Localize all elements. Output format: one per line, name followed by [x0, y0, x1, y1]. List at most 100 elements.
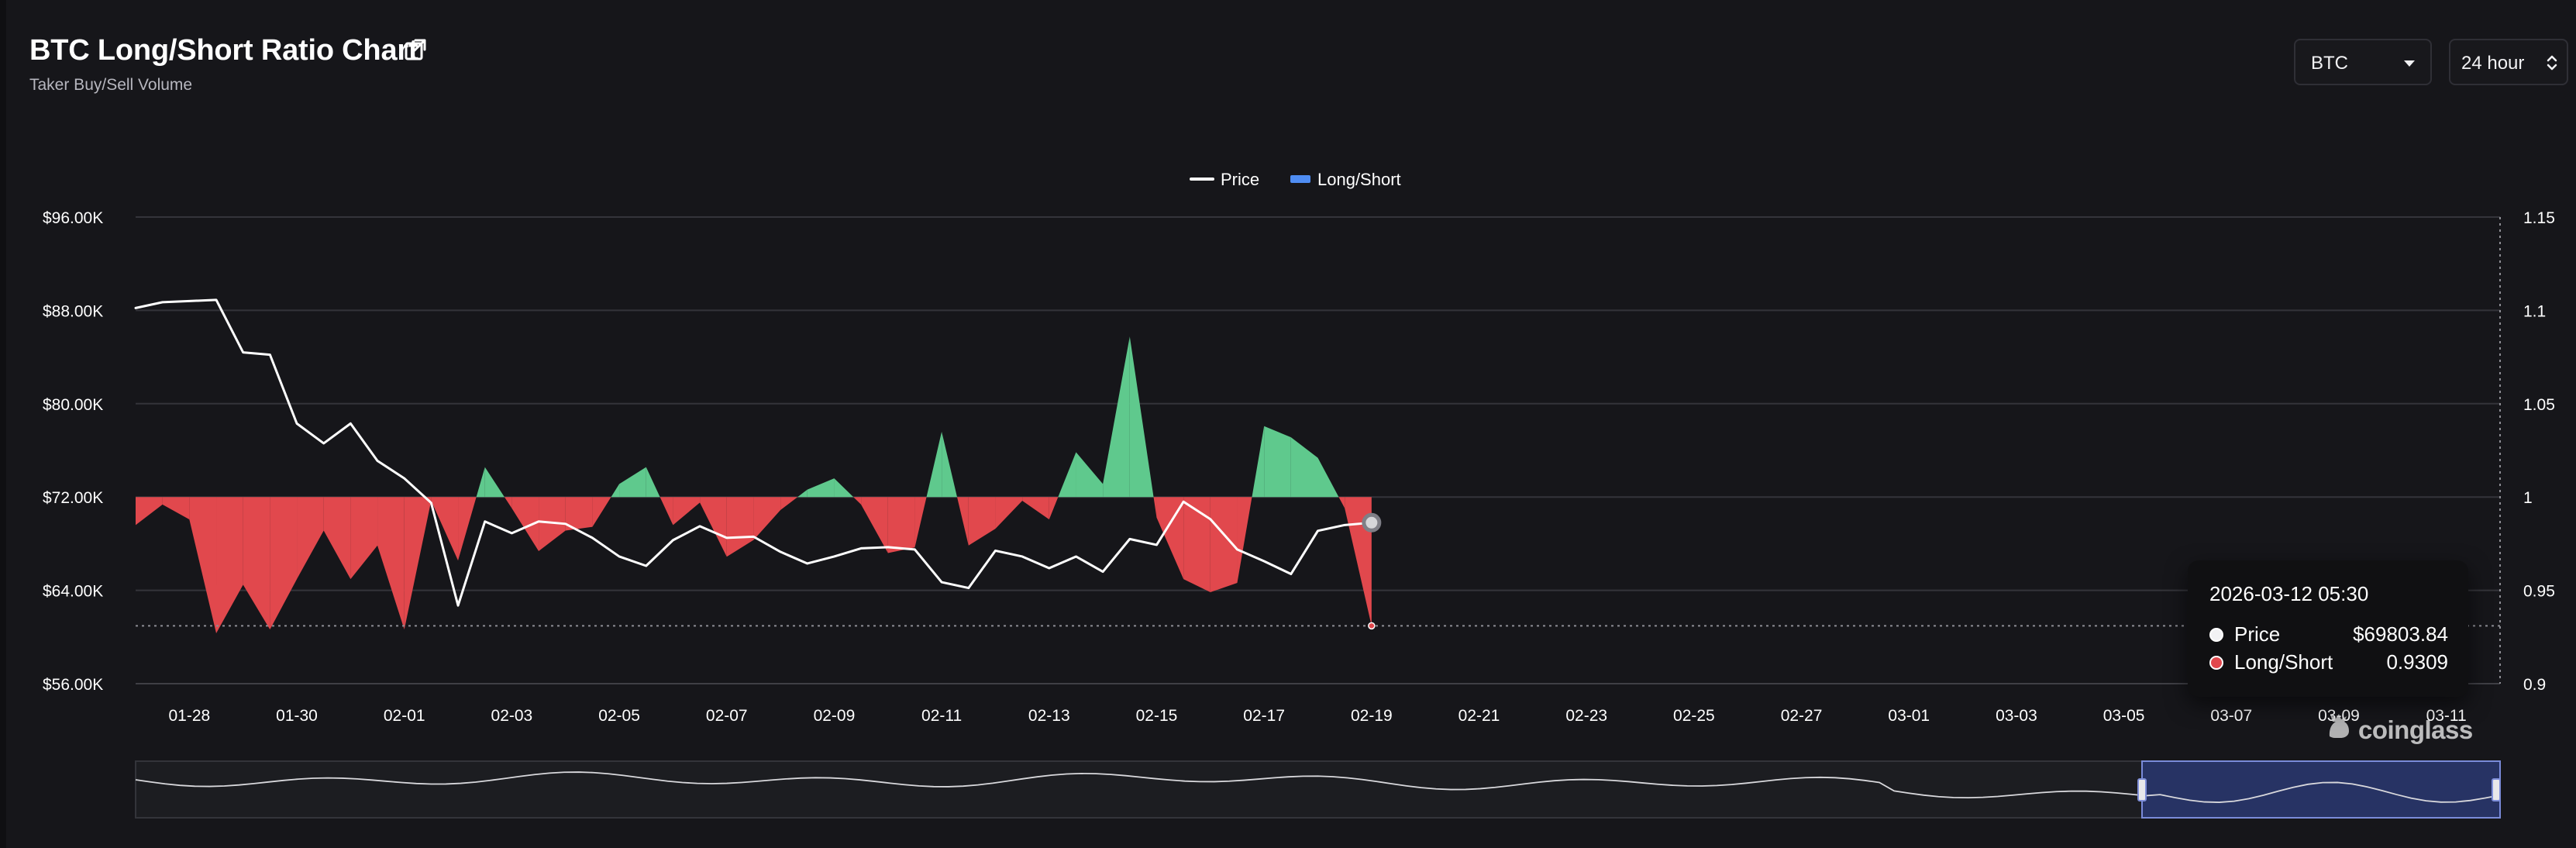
external-link-icon-svg: [405, 39, 426, 60]
x-axis-tick-label: 03-11: [2426, 707, 2467, 725]
short-area-segment: [592, 497, 611, 527]
x-axis-tick-label: 02-13: [1028, 707, 1070, 725]
x-axis-tick-label: 01-28: [168, 707, 210, 725]
short-area-segment: [270, 497, 298, 630]
x-axis-tick-label: 02-11: [921, 707, 962, 725]
long-area-segment: [476, 467, 485, 498]
price-marker-icon: [2209, 628, 2223, 642]
x-axis-tick-label: 02-27: [1781, 707, 1823, 725]
x-axis-tick-label: 02-09: [814, 707, 856, 725]
x-axis-tick-label: 02-23: [1565, 707, 1607, 725]
x-axis-tick-label: 02-03: [491, 707, 533, 725]
short-area-segment: [673, 497, 701, 526]
long-area-segment: [1103, 336, 1130, 498]
short-area-segment: [1210, 497, 1238, 593]
left-edge: [0, 0, 6, 848]
time-range-value: 24 hour: [2461, 53, 2525, 74]
x-axis-tick-label: 02-15: [1136, 707, 1178, 725]
short-area-segment: [216, 497, 243, 633]
short-area-segment: [377, 497, 405, 630]
coinglass-logo-spikes: [2330, 714, 2347, 722]
chevron-down-icon: [2404, 60, 2415, 67]
navigator-selection[interactable]: [2141, 760, 2501, 819]
long-area-segment: [1076, 452, 1104, 498]
coin-select-value: BTC: [2311, 53, 2348, 74]
right-axis-tick-label: 1: [2523, 489, 2533, 507]
external-link-icon[interactable]: [401, 36, 429, 64]
x-axis-tick-label: 02-05: [598, 707, 640, 725]
left-axis-tick-label: $56.00K: [43, 676, 103, 694]
left-axis-tick-label: $64.00K: [43, 583, 103, 601]
legend-price-label: Price: [1221, 170, 1259, 189]
short-area-segment: [1338, 497, 1345, 508]
x-axis-tick-label: 01-30: [276, 707, 318, 725]
long-area-segment: [942, 431, 958, 498]
short-area-segment: [350, 497, 378, 580]
x-axis-tick-label: 02-19: [1351, 707, 1393, 725]
short-area-segment: [539, 497, 566, 552]
time-range-select[interactable]: 24 hour: [2449, 39, 2568, 85]
short-area-segment: [1153, 497, 1157, 518]
long-area-segment: [834, 478, 854, 498]
short-area-segment: [659, 497, 673, 526]
short-area-segment: [404, 497, 432, 630]
short-area-segment: [162, 497, 190, 520]
ratio-marker-icon: [2209, 656, 2223, 670]
short-area-segment: [914, 497, 927, 548]
short-area-segment: [861, 497, 888, 553]
page-title: BTC Long/Short Ratio Chart: [29, 34, 418, 67]
right-axis-tick-label: 1.15: [2523, 209, 2555, 227]
short-area-segment: [565, 497, 593, 531]
tooltip-date: 2026-03-12 05:30: [2209, 582, 2369, 605]
short-area-segment: [1022, 497, 1049, 520]
chart-gridlines: [136, 216, 2500, 684]
range-navigator: [135, 760, 2501, 819]
legend-long-short-label: Long/Short: [1317, 170, 1401, 189]
coin-select[interactable]: BTC: [2294, 39, 2432, 85]
tooltip-ratio-row: Long/Short 0.9309: [2209, 650, 2448, 674]
short-area-segment: [995, 497, 1023, 529]
long-area-segment: [1290, 437, 1318, 498]
chevron-down-mark: [2547, 64, 2557, 71]
short-area-segment: [1183, 497, 1211, 593]
long-area-segment: [797, 489, 808, 498]
long-area-segment: [1252, 426, 1265, 498]
right-axis-tick-label: 0.95: [2523, 583, 2555, 601]
short-area-segment: [853, 497, 862, 505]
short-area-segment: [887, 497, 915, 553]
x-axis-ticks: 01-28 01-30 02-01 02-03 02-05 02-07 02-09 02-11…: [168, 707, 2466, 725]
long-area-segment: [1317, 457, 1339, 498]
chart-header: BTC Long/Short Ratio Chart Taker Buy/Sel…: [29, 26, 727, 104]
coinglass-watermark-text: coinglass: [2358, 715, 2473, 744]
long-area-segment: [1264, 426, 1291, 498]
coinglass-watermark: coinglass: [2323, 708, 2473, 752]
navigator-right-handle: [2492, 778, 2501, 801]
long-area-segment: [926, 431, 942, 498]
short-area-segment: [968, 497, 996, 546]
tooltip-price-label: Price: [2234, 622, 2281, 646]
right-axis-tick-label: 1.05: [2523, 396, 2555, 414]
left-axis-tick-label: $96.00K: [43, 209, 103, 227]
short-area-segment: [243, 497, 270, 630]
price-hover-marker: [1362, 512, 1382, 533]
short-area-segment: [780, 497, 798, 511]
short-area-segment: [323, 497, 351, 580]
long-area-segment: [1129, 336, 1154, 498]
updown-chevron-icon: [2547, 55, 2557, 71]
short-area-segment: [431, 497, 459, 561]
short-area-segment: [1049, 497, 1059, 520]
x-axis-tick-label: 03-07: [2210, 707, 2252, 725]
short-area-segment: [511, 497, 539, 552]
short-area-segment: [136, 497, 163, 526]
x-axis-tick-label: 03-03: [1996, 707, 2037, 725]
navigator-price-line: [135, 771, 2501, 803]
long-area-segment: [1058, 452, 1076, 498]
x-axis-tick-label: 02-17: [1243, 707, 1285, 725]
external-link-box: [405, 42, 423, 60]
x-axis-tick-label: 02-25: [1673, 707, 1715, 725]
short-area-segment: [1237, 497, 1252, 583]
tooltip-ratio-value: 0.9309: [2386, 650, 2448, 674]
